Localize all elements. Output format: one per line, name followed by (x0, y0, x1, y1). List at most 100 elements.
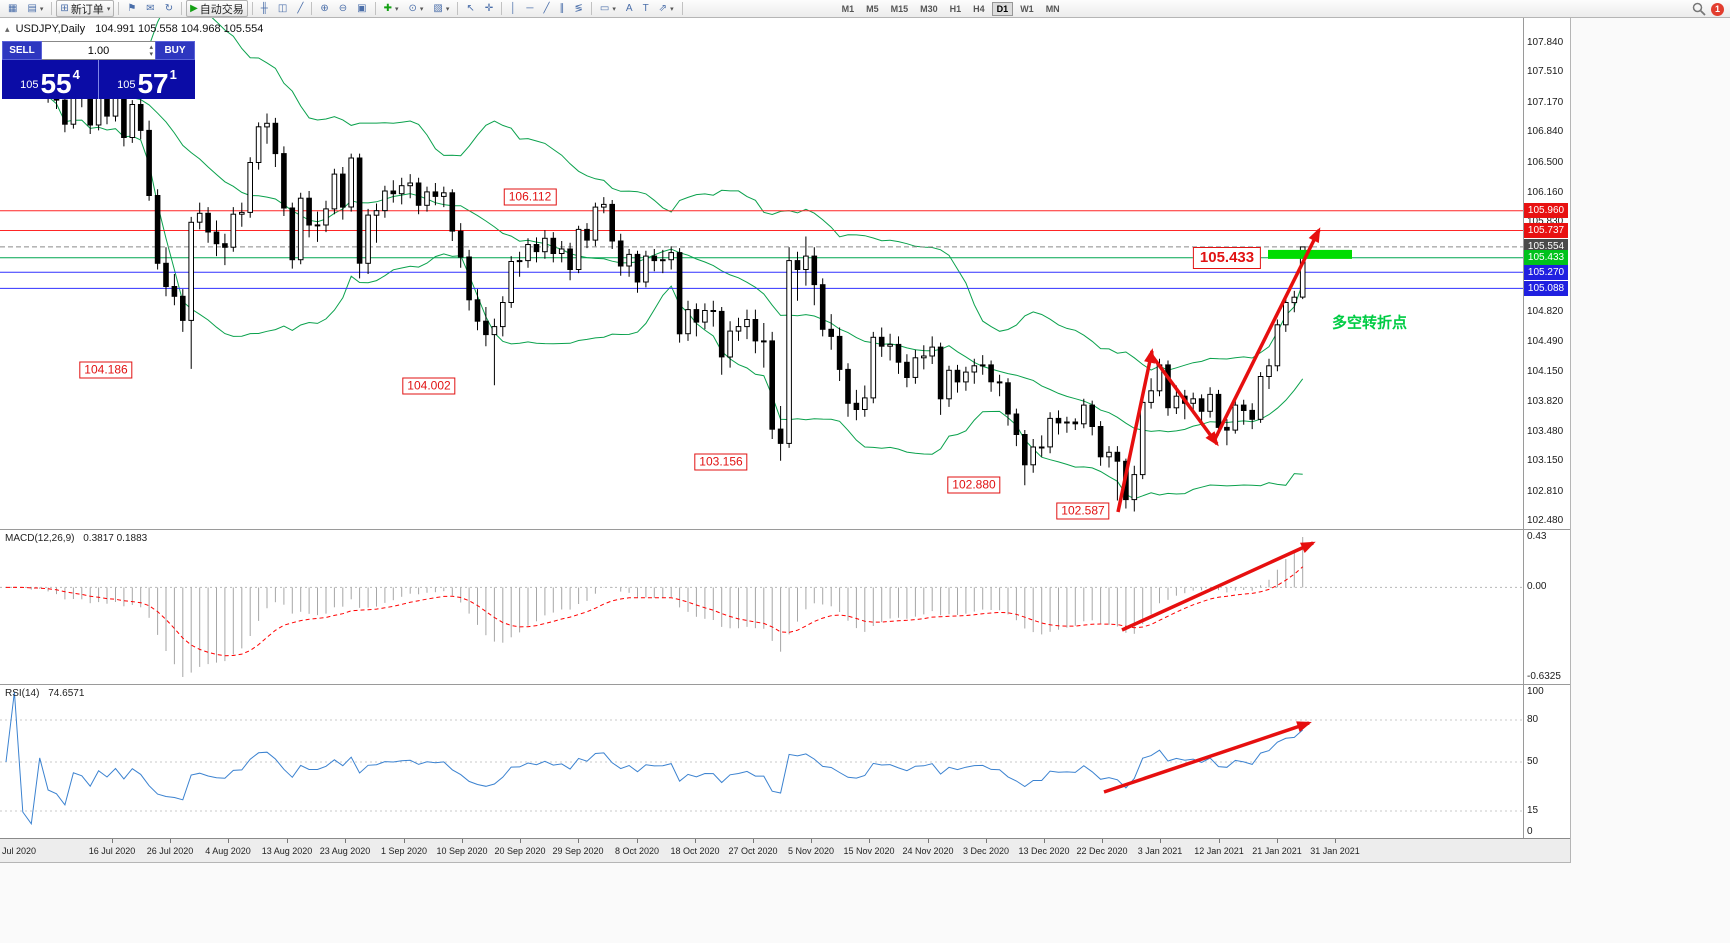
periods-icon[interactable]: ⊙ ▾ (405, 0, 428, 17)
rsi-tick: 50 (1527, 756, 1539, 767)
rsi-panel-canvas[interactable] (0, 686, 1523, 838)
arrows-tool-icon: ⇗ (658, 2, 668, 14)
timeframe-m1[interactable]: M1 (841, 3, 855, 14)
price-tick: 104.150 (1527, 366, 1564, 378)
price-tick: 104.820 (1527, 306, 1564, 318)
price-annotation[interactable]: 102.587 (1056, 502, 1110, 520)
rsi-tick: 0 (1527, 826, 1533, 837)
price-tick: 107.510 (1527, 66, 1564, 78)
vertical-line-icon: │ (510, 2, 517, 14)
toolbar-buttons: ▦ ▤ ▾ ⊞ 新订单 ▾ ⚑ ✉ ↻ ▶ 自动交易 ╫ ◫ ╱ ⊕ ⊖ ▣ ✚ ▾ ⊙ ▾ ▧ ▾ ↖ ✛ │ ─ ╱ ∥ ≶ ▭ ▾ A T ⇗… (3, 0, 1066, 18)
charts-grid-icon[interactable]: ▦ (4, 0, 21, 17)
timeframe-mn[interactable]: MN (1045, 3, 1060, 14)
price-annotation[interactable]: 102.880 (947, 476, 1001, 494)
equidistant-channel-icon: ∥ (559, 2, 565, 14)
date-tick (112, 839, 113, 843)
timeframe-d1[interactable]: D1 (991, 1, 1014, 16)
toolbar-separator (457, 2, 459, 15)
vertical-line-icon[interactable]: │ (506, 0, 520, 17)
templates-icon[interactable]: ▧ ▾ (429, 0, 453, 17)
timeframe-m5[interactable]: M5 (866, 3, 879, 14)
zoom-in-icon[interactable]: ⊕ (316, 0, 332, 17)
new-order-button-label: 新订单 (70, 3, 104, 16)
toolbar-separator (681, 2, 683, 15)
timeframe-m30[interactable]: M30 (920, 3, 938, 14)
indicators-icon[interactable]: ✚ ▾ (380, 0, 403, 17)
volume-value: 1.00 (87, 44, 110, 57)
cursor-icon[interactable]: ↖ (462, 0, 478, 17)
toolbar: ▦ ▤ ▾ ⊞ 新订单 ▾ ⚑ ✉ ↻ ▶ 自动交易 ╫ ◫ ╱ ⊕ ⊖ ▣ ✚ ▾ ⊙ ▾ ▧ ▾ ↖ ✛ │ ─ ╱ ∥ ≶ ▭ ▾ A T ⇗… (0, 0, 1730, 18)
fibonacci-icon[interactable]: ≶ (571, 0, 587, 17)
price-annotation[interactable]: 103.156 (694, 453, 748, 471)
dropdown-caret-icon: ▾ (39, 5, 44, 13)
panel-divider[interactable] (0, 529, 1570, 530)
notification-badge[interactable]: 1 (1711, 2, 1724, 16)
arrows-tool-icon[interactable]: ⇗ ▾ (655, 0, 678, 17)
dropdown-caret-icon: ▾ (106, 5, 111, 13)
chart-collapse-icon[interactable]: ▴ (5, 24, 10, 34)
line-chart-icon[interactable]: ╱ (293, 0, 307, 17)
price-tick: 104.490 (1527, 335, 1564, 347)
candlestick-chart-icon[interactable]: ◫ (274, 0, 291, 17)
time-axis[interactable]: Jul 2020 16 Jul 2020 26 Jul 2020 4 Aug 2020… (0, 838, 1570, 862)
tile-windows-icon[interactable]: ▣ (353, 0, 370, 17)
new-order-button[interactable]: ⊞ 新订单 ▾ (56, 0, 115, 17)
date-tick (637, 839, 638, 843)
refresh-icon[interactable]: ↻ (161, 0, 177, 17)
date-tick (753, 839, 754, 843)
date-tick (462, 839, 463, 843)
tile-windows-icon: ▣ (357, 2, 367, 14)
price-annotation[interactable]: 105.433 (1192, 247, 1262, 269)
timeframe-m15[interactable]: M15 (890, 3, 909, 14)
window-profile-icon[interactable]: ▤ ▾ (23, 0, 47, 17)
timeframe-h1[interactable]: H1 (949, 3, 962, 14)
date-label: 13 Aug 2020 (261, 846, 313, 856)
spinner-down-icon[interactable]: ▾ (149, 51, 153, 58)
trendline-icon[interactable]: ╱ (540, 0, 554, 17)
rsi-name: RSI(14) (5, 688, 40, 699)
timeframe-h4[interactable]: H4 (973, 3, 985, 14)
price-tick: 103.480 (1527, 425, 1564, 437)
panel-divider[interactable] (0, 684, 1570, 685)
spinner-up-icon[interactable]: ▴ (149, 44, 153, 51)
date-label: 18 Oct 2020 (670, 846, 720, 856)
volume-input[interactable]: 1.00 ▴ ▾ (42, 41, 155, 60)
horizontal-line-icon[interactable]: ─ (522, 0, 537, 17)
price-axis-divider (1523, 18, 1524, 838)
zoom-in-icon: ⊕ (320, 2, 329, 14)
chart-annotations-layer: 106.112 104.186 104.002 103.156 102.880 102.5… (0, 18, 1523, 838)
macd-panel-canvas[interactable] (0, 531, 1523, 683)
toolbar-separator (374, 2, 376, 15)
price-annotation[interactable]: 104.002 (402, 377, 456, 395)
volume-spinner[interactable]: ▴ ▾ (149, 44, 153, 58)
toolbar-separator (501, 2, 503, 15)
shapes-icon[interactable]: ▭ ▾ (596, 0, 620, 17)
turning-point-label[interactable]: 多空转折点 (1332, 314, 1408, 332)
equidistant-channel-icon[interactable]: ∥ (556, 0, 569, 17)
text-icon[interactable]: A (622, 0, 637, 17)
crosshair-icon[interactable]: ✛ (481, 0, 497, 17)
bar-chart-icon[interactable]: ╫ (257, 0, 272, 17)
sell-button[interactable]: SELL (2, 41, 42, 60)
rsi-header: RSI(14) 74.6571 (5, 688, 84, 699)
buy-price[interactable]: 105 57 1 (98, 60, 195, 99)
price-annotation[interactable]: 106.112 (503, 188, 557, 206)
sell-price-point: 4 (72, 67, 80, 82)
timeframe-w1[interactable]: W1 (1020, 3, 1034, 14)
price-annotation[interactable]: 104.186 (79, 361, 133, 379)
zoom-out-icon[interactable]: ⊖ (335, 0, 351, 17)
search-icon[interactable] (1692, 2, 1706, 16)
sell-price[interactable]: 105 55 4 (2, 60, 98, 99)
candlestick-chart-icon: ◫ (277, 2, 288, 14)
macd-tick: -0.6325 (1527, 671, 1561, 682)
mailbox-icon[interactable]: ✉ (142, 0, 158, 17)
price-tick: 106.500 (1527, 156, 1564, 168)
autotrading-button[interactable]: ▶ 自动交易 (186, 0, 248, 17)
buy-button[interactable]: BUY (155, 41, 195, 60)
price-chart-canvas[interactable] (0, 18, 1523, 529)
text-label-icon[interactable]: T (639, 0, 653, 17)
price-axis[interactable]: 107.840 107.510 107.170 106.840 106.500 106.1… (1524, 18, 1570, 838)
date-label: 3 Jan 2021 (1137, 846, 1183, 856)
alerts-icon[interactable]: ⚑ (123, 0, 140, 17)
autotrading-button-label: 自动交易 (199, 3, 244, 16)
